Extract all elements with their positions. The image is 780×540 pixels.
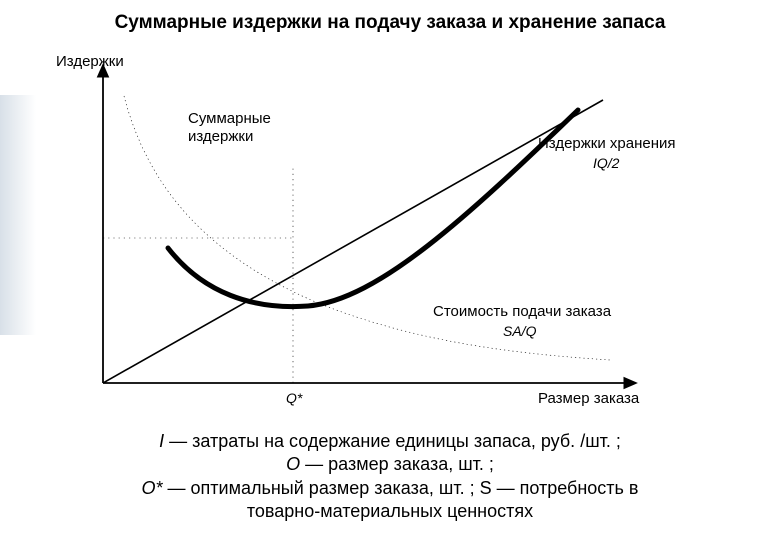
legend-o-symbol: О xyxy=(286,454,300,474)
decorative-left-stripe xyxy=(0,95,36,335)
legend-o-text: — размер заказа, шт. ; xyxy=(305,454,494,474)
x-axis-label: Размер заказа xyxy=(538,390,640,407)
legend-ostar-text: — оптимальный размер заказа, шт. ; S — п… xyxy=(168,478,639,498)
ordering-cost-formula: SA/Q xyxy=(503,323,537,339)
legend-line4: товарно-материальных ценностях xyxy=(247,501,533,521)
page-title: Суммарные издержки на подачу заказа и хр… xyxy=(0,12,780,34)
legend-block: I — затраты на содержание единицы запаса… xyxy=(0,430,780,524)
ordering-cost-label: Стоимость подачи заказа xyxy=(433,303,612,320)
legend-ostar-symbol: О* xyxy=(142,478,163,498)
y-axis-label: Издержки xyxy=(56,53,124,70)
q-star-label: Q* xyxy=(286,390,303,406)
holding-cost-line xyxy=(103,100,603,383)
holding-cost-formula: IQ/2 xyxy=(593,155,620,171)
total-cost-label: Суммарные издержки xyxy=(188,110,275,145)
legend-i-symbol: I xyxy=(159,431,164,451)
holding-cost-label: Издержки хранения xyxy=(538,135,676,152)
chart-svg: Издержки Размер заказа Q* Суммарные изде… xyxy=(38,48,750,423)
legend-i-text: — затраты на содержание единицы запаса, … xyxy=(169,431,621,451)
eoq-chart: Издержки Размер заказа Q* Суммарные изде… xyxy=(38,48,750,423)
